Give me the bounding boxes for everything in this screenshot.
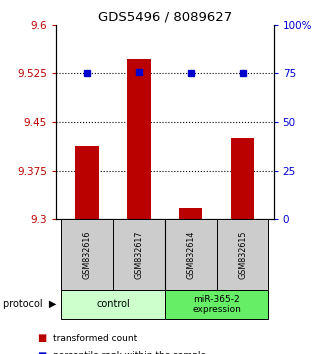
Text: ■: ■ [37, 333, 46, 343]
Text: GSM832617: GSM832617 [134, 230, 143, 279]
Bar [76, 146, 99, 219]
Text: GSM832616: GSM832616 [83, 231, 92, 279]
Text: GSM832614: GSM832614 [186, 231, 195, 279]
Bar [231, 138, 254, 219]
Text: ■: ■ [37, 351, 46, 354]
Text: protocol  ▶: protocol ▶ [3, 299, 57, 309]
Bar [127, 59, 150, 219]
Text: control: control [96, 299, 130, 309]
Bar [179, 209, 202, 219]
Text: GSM832615: GSM832615 [238, 230, 247, 279]
Text: miR-365-2
expression: miR-365-2 expression [192, 295, 241, 314]
Text: percentile rank within the sample: percentile rank within the sample [53, 351, 206, 354]
Text: transformed count: transformed count [53, 333, 137, 343]
Title: GDS5496 / 8089627: GDS5496 / 8089627 [98, 11, 232, 24]
